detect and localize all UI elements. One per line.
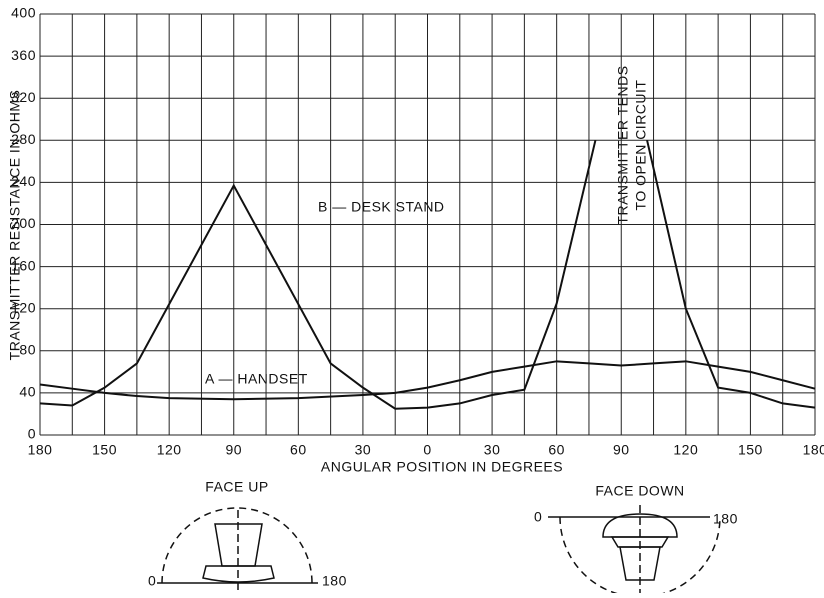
x-tick-label: 150 <box>92 442 117 458</box>
x-tick-label: 60 <box>548 442 565 458</box>
y-tick-label: 200 <box>11 215 36 231</box>
series-line <box>39 360 816 401</box>
x-tick-label: 90 <box>225 442 242 458</box>
y-tick-label: 40 <box>19 384 36 400</box>
x-tick-label: 0 <box>423 442 431 458</box>
face-down-diagram <box>548 505 721 598</box>
diagram-title: FACE UP <box>205 479 268 495</box>
y-tick-label: 240 <box>11 173 36 189</box>
x-tick-label: 120 <box>673 442 698 458</box>
diagram-label: 0 <box>534 509 542 525</box>
y-tick-label: 80 <box>19 342 36 358</box>
y-tick-label: 320 <box>11 89 36 105</box>
y-tick-label: 360 <box>11 47 36 63</box>
y-tick-label: 0 <box>28 426 36 442</box>
x-tick-label: 180 <box>28 442 53 458</box>
y-tick-label: 280 <box>11 131 36 147</box>
y-axis-label: TRANSMITTER RESISTANCE IN OHMS <box>7 90 23 361</box>
x-tick-label: 30 <box>355 442 372 458</box>
x-tick-label: 150 <box>738 442 763 458</box>
x-tick-label: 60 <box>290 442 307 458</box>
x-tick-label: 90 <box>613 442 630 458</box>
diagram-label: 180 <box>713 511 738 527</box>
diagram-title: FACE DOWN <box>595 483 684 499</box>
y-tick-label: 120 <box>11 299 36 315</box>
y-tick-label: 160 <box>11 257 36 273</box>
annotation: TO OPEN CIRCUIT <box>633 80 649 211</box>
x-tick-label: 120 <box>157 442 182 458</box>
x-tick-label: 30 <box>484 442 501 458</box>
diagram-label: 180 <box>322 573 347 589</box>
face-up-diagram <box>157 507 318 593</box>
series-line <box>39 140 816 410</box>
series-label: A — HANDSET <box>205 371 308 387</box>
annotation: TRANSMITTER TENDS <box>615 65 631 224</box>
y-tick-label: 400 <box>11 5 36 21</box>
diagram-label: 0 <box>148 573 156 589</box>
x-axis-label: ANGULAR POSITION IN DEGREES <box>321 459 563 475</box>
x-tick-label: 180 <box>803 442 824 458</box>
series-label: B — DESK STAND <box>318 199 445 215</box>
